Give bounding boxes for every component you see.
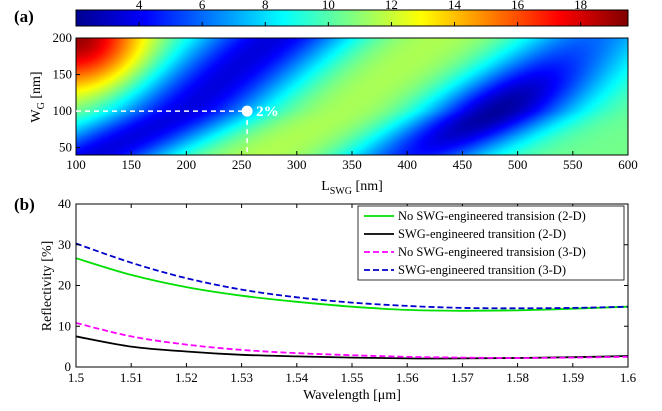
- series-line-3: [76, 322, 628, 359]
- line-x-tick-label: 1.57: [451, 370, 474, 385]
- series-line-1: [76, 257, 628, 312]
- colorbar-ticks: 4 6 8 10 12 14 16 18: [136, 0, 587, 26]
- heatmap-x-axis-title: LSWG [nm]: [321, 179, 383, 197]
- heatmap-x-tick-label: 450: [453, 157, 473, 172]
- legend-label-1: No SWG-engineered transision (2-D): [398, 209, 586, 223]
- heatmap-y-tick-label: 150: [53, 67, 73, 82]
- heatmap-x-tick-label: 400: [397, 157, 417, 172]
- legend-label-4: SWG-engineered transition (3-D): [398, 263, 566, 277]
- heatmap-y-ticks: 50 100 150 200: [53, 30, 80, 155]
- panel-b-label: (b): [14, 195, 35, 214]
- line-y-tick-label: 20: [58, 278, 71, 293]
- colorbar-tick-label: 6: [199, 0, 206, 12]
- heatmap-x-tick-label: 300: [287, 157, 307, 172]
- line-y-tick-label: 40: [58, 196, 71, 211]
- legend: No SWG-engineered transision (2-D) SWG-en…: [357, 205, 625, 281]
- legend-box: [357, 205, 625, 281]
- heatmap-y-axis-unit: [nm]: [29, 71, 44, 102]
- heatmap-y-axis-var: W: [29, 109, 44, 123]
- line-y-tick-label: 0: [65, 359, 72, 374]
- line-y-tick-label: 10: [58, 318, 71, 333]
- colorbar-tick-label: 18: [574, 0, 587, 12]
- heatmap-x-tick-label: 600: [618, 157, 638, 172]
- legend-label-2: SWG-engineered transition (2-D): [398, 227, 566, 241]
- panel-a-label: (a): [14, 7, 34, 26]
- line-x-tick-label: 1.55: [341, 370, 364, 385]
- line-x-tick-label: 1.52: [175, 370, 198, 385]
- line-y-axis-title: Reflectivity [%]: [40, 241, 55, 332]
- heatmap-x-axis-unit: [nm]: [352, 179, 383, 194]
- heatmap-y-axis-title: WG [nm]: [29, 71, 47, 122]
- line-x-ticks: 1.5 1.51 1.52 1.53 1.54 1.55 1.56 1.57 1.58 1.59 1…: [68, 204, 637, 385]
- heatmap-x-ticks: 100 150 200 250 300 350 400 450 500 550 600: [66, 151, 638, 172]
- colorbar-tick-label: 12: [385, 0, 398, 12]
- colorbar-gradient: [75, 9, 629, 27]
- heatmap-x-axis-sub: SWG: [330, 186, 352, 197]
- optimum-marker: 2%: [76, 104, 279, 155]
- line-x-tick-label: 1.54: [285, 370, 308, 385]
- line-x-tick-label: 1.59: [561, 370, 584, 385]
- heatmap-image: [76, 38, 628, 155]
- heatmap-x-tick-label: 350: [342, 157, 362, 172]
- line-plot: 1.5 1.51 1.52 1.53 1.54 1.55 1.56 1.57 1.58 1.59 1…: [40, 196, 637, 403]
- heatmap-y-axis-sub: G: [36, 102, 47, 109]
- colorbar-tick-label: 10: [322, 0, 335, 12]
- heatmap-plot: 100 150 200 250 300 350 400 450 500 550 600 501001…: [29, 30, 638, 197]
- line-y-ticks: 0 10 20 30 40: [58, 196, 628, 374]
- heatmap-y-tick-label: 100: [53, 103, 73, 118]
- heatmap-x-tick-label: 550: [563, 157, 583, 172]
- colorbar: 4 6 8 10 12 14 16 18: [75, 0, 629, 27]
- heatmap-x-axis-var: L: [321, 179, 330, 194]
- line-x-axis-title: Wavelength [μm]: [303, 388, 401, 403]
- line-series-group: [76, 242, 628, 360]
- line-x-tick-label: 1.5: [68, 370, 84, 385]
- line-x-tick-label: 1.58: [506, 370, 529, 385]
- line-x-tick-label: 1.53: [230, 370, 253, 385]
- heatmap-y-tick-label: 50: [59, 140, 72, 155]
- heatmap-y-tick-label: 200: [53, 30, 73, 45]
- line-x-tick-label: 1.51: [120, 370, 143, 385]
- line-y-tick-label: 30: [58, 237, 71, 252]
- series-line-4: [76, 242, 628, 310]
- heatmap-x-tick-label: 500: [508, 157, 528, 172]
- line-x-tick-label: 1.56: [396, 370, 419, 385]
- heatmap-x-tick-label: 150: [121, 157, 141, 172]
- optimum-point: [241, 105, 253, 117]
- line-x-tick-label: 1.6: [620, 370, 637, 385]
- colorbar-tick-label: 16: [511, 0, 525, 12]
- colorbar-tick-label: 4: [136, 0, 143, 12]
- colorbar-tick-label: 14: [448, 0, 462, 12]
- heatmap-x-tick-label: 100: [66, 157, 86, 172]
- heatmap-x-tick-label: 200: [177, 157, 197, 172]
- legend-label-3: No SWG-engineered transision (3-D): [398, 245, 586, 259]
- heatmap-x-tick-label: 250: [232, 157, 252, 172]
- optimum-label: 2%: [256, 104, 279, 120]
- colorbar-tick-label: 8: [262, 0, 269, 12]
